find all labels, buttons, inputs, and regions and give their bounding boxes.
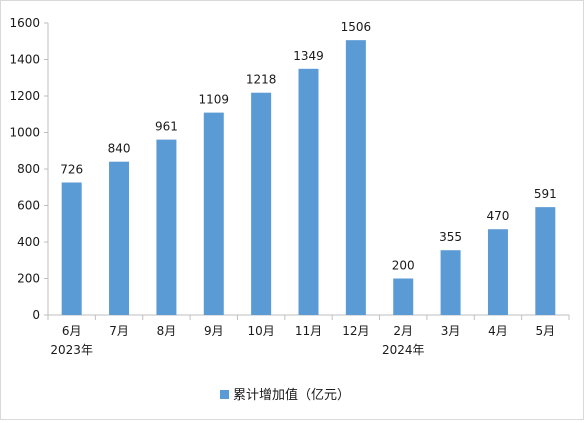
y-tick-label: 1000 xyxy=(9,126,40,140)
x-axis: 6月 7月 8月 9月 10月 11月 12月 2月 3月 4月 5月 2023年 2024年 xyxy=(47,314,570,357)
legend: 累计增加值（亿元） xyxy=(220,387,350,403)
x-year-label: 2024年 xyxy=(382,343,425,357)
x-tick-label: 9月 xyxy=(204,324,224,338)
bar xyxy=(203,112,224,315)
x-tick-label: 11月 xyxy=(295,324,322,338)
data-label: 961 xyxy=(155,120,178,134)
bar xyxy=(440,250,461,315)
legend-label: 累计增加值（亿元） xyxy=(233,387,350,403)
bar xyxy=(298,68,319,316)
data-label: 1506 xyxy=(341,20,372,34)
x-tick-label: 2月 xyxy=(393,324,413,338)
y-tick-label: 600 xyxy=(17,199,40,213)
data-label: 1218 xyxy=(246,73,277,87)
data-label: 726 xyxy=(60,163,83,177)
data-label: 1349 xyxy=(293,49,324,63)
y-tick-label: 1200 xyxy=(9,89,40,103)
x-year-label: 2023年 xyxy=(50,343,93,357)
bar xyxy=(61,182,82,315)
y-tick-label: 0 xyxy=(32,308,40,322)
x-tick-label: 8月 xyxy=(157,324,177,338)
bar xyxy=(156,139,177,315)
y-tick-label: 200 xyxy=(17,272,40,286)
data-label: 840 xyxy=(108,142,131,156)
bar xyxy=(487,229,508,315)
data-label: 355 xyxy=(439,230,462,244)
y-tick-label: 400 xyxy=(17,235,40,249)
y-tick-label: 1600 xyxy=(9,16,40,30)
data-label: 470 xyxy=(487,209,510,223)
data-label: 200 xyxy=(392,259,415,273)
data-labels: 726 840 961 1109 1218 1349 1506 200 355 470 591 xyxy=(60,20,557,272)
x-tick-label: 5月 xyxy=(535,324,555,338)
bar xyxy=(345,40,366,315)
bar-series xyxy=(61,40,556,316)
y-axis: 0 200 400 600 800 1000 1200 1400 1600 xyxy=(9,16,49,322)
y-tick-label: 1400 xyxy=(9,53,40,67)
data-label: 1109 xyxy=(198,93,229,107)
data-label: 591 xyxy=(534,187,557,201)
legend-swatch xyxy=(220,390,229,399)
bar xyxy=(251,92,272,315)
x-tick-label: 7月 xyxy=(109,324,129,338)
x-tick-label: 4月 xyxy=(488,324,508,338)
x-tick-label: 10月 xyxy=(247,324,274,338)
bar xyxy=(109,161,130,315)
x-tick-label: 6月 xyxy=(62,324,82,338)
bar xyxy=(535,207,556,315)
bar xyxy=(393,278,414,315)
x-tick-label: 12月 xyxy=(342,324,369,338)
y-tick-label: 800 xyxy=(17,162,40,176)
x-tick-label: 3月 xyxy=(441,324,461,338)
